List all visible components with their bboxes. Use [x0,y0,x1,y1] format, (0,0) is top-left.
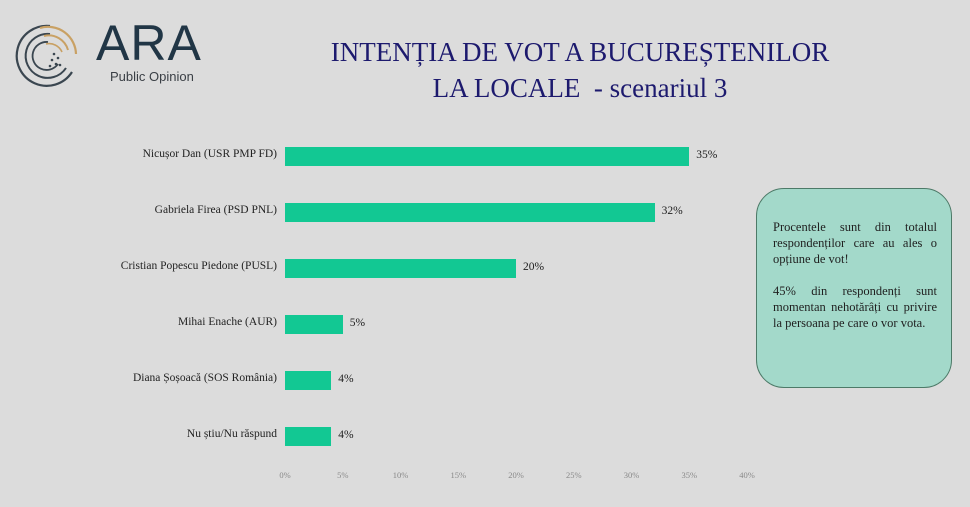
bar-row: Nu știu/Nu răspund 4% [0,427,760,446]
x-axis-tick-label: 15% [450,470,467,480]
value-label: 32% [661,205,683,217]
title-line-1: INTENȚIA DE VOT A BUCUREȘTENILOR [330,37,830,67]
bar-row: Diana Șoșoacă (SOS România) 4% [0,371,760,390]
bar [285,259,516,278]
bar-row: Mihai Enache (AUR) 5% [0,315,760,334]
bar [285,371,332,390]
ara-logo: ARA Public Opinion [10,15,250,88]
bar-row: Cristian Popescu Piedone (PUSL) 20% [0,259,760,278]
bar-chart: Nicușor Dan (USR PMP FD) 35% Gabriela Fire… [0,147,760,480]
value-label: 35% [696,149,718,161]
logo-name: ARA [96,15,202,71]
bar-row: Nicușor Dan (USR PMP FD) 35% [0,147,760,166]
chart-title: INTENȚIA DE VOT A BUCUREȘTENILOR LA LOCA… [290,34,870,106]
value-label: 4% [338,429,354,441]
bar [285,147,690,166]
category-label: Gabriela Firea (PSD PNL) [154,204,277,216]
category-label: Cristian Popescu Piedone (PUSL) [120,260,277,272]
logo-subtitle: Public Opinion [110,69,194,84]
title-line-2: LA LOCALE - scenariul 3 [432,73,728,103]
x-axis-tick-label: 10% [392,470,409,480]
category-label: Mihai Enache (AUR) [178,316,277,328]
x-axis-tick-label: 0% [279,470,291,480]
value-label: 20% [523,261,545,273]
bar [285,203,655,222]
value-label: 4% [338,373,354,385]
bar [285,315,343,334]
x-axis-tick-label: 30% [623,470,640,480]
category-label: Nu știu/Nu răspund [186,428,277,440]
x-axis-tick-label: 5% [337,470,349,480]
bar-row: Gabriela Firea (PSD PNL) 32% [0,203,760,222]
bar [285,427,332,446]
category-label: Nicușor Dan (USR PMP FD) [142,148,277,160]
x-axis-tick-label: 40% [739,470,755,480]
note-paragraph-2: 45% din respondenți sunt momentan nehotă… [773,284,937,330]
category-label: Diana Șoșoacă (SOS România) [132,372,277,384]
note-box: Procentele sunt din totalul respondențil… [756,188,952,388]
ara-logo-mark-icon [15,24,78,87]
x-axis-tick-label: 35% [681,470,698,480]
x-axis-tick-label: 25% [565,470,582,480]
value-label: 5% [349,317,366,329]
x-axis-tick-label: 20% [508,470,524,480]
note-paragraph-1: Procentele sunt din totalul respondențil… [773,220,937,266]
